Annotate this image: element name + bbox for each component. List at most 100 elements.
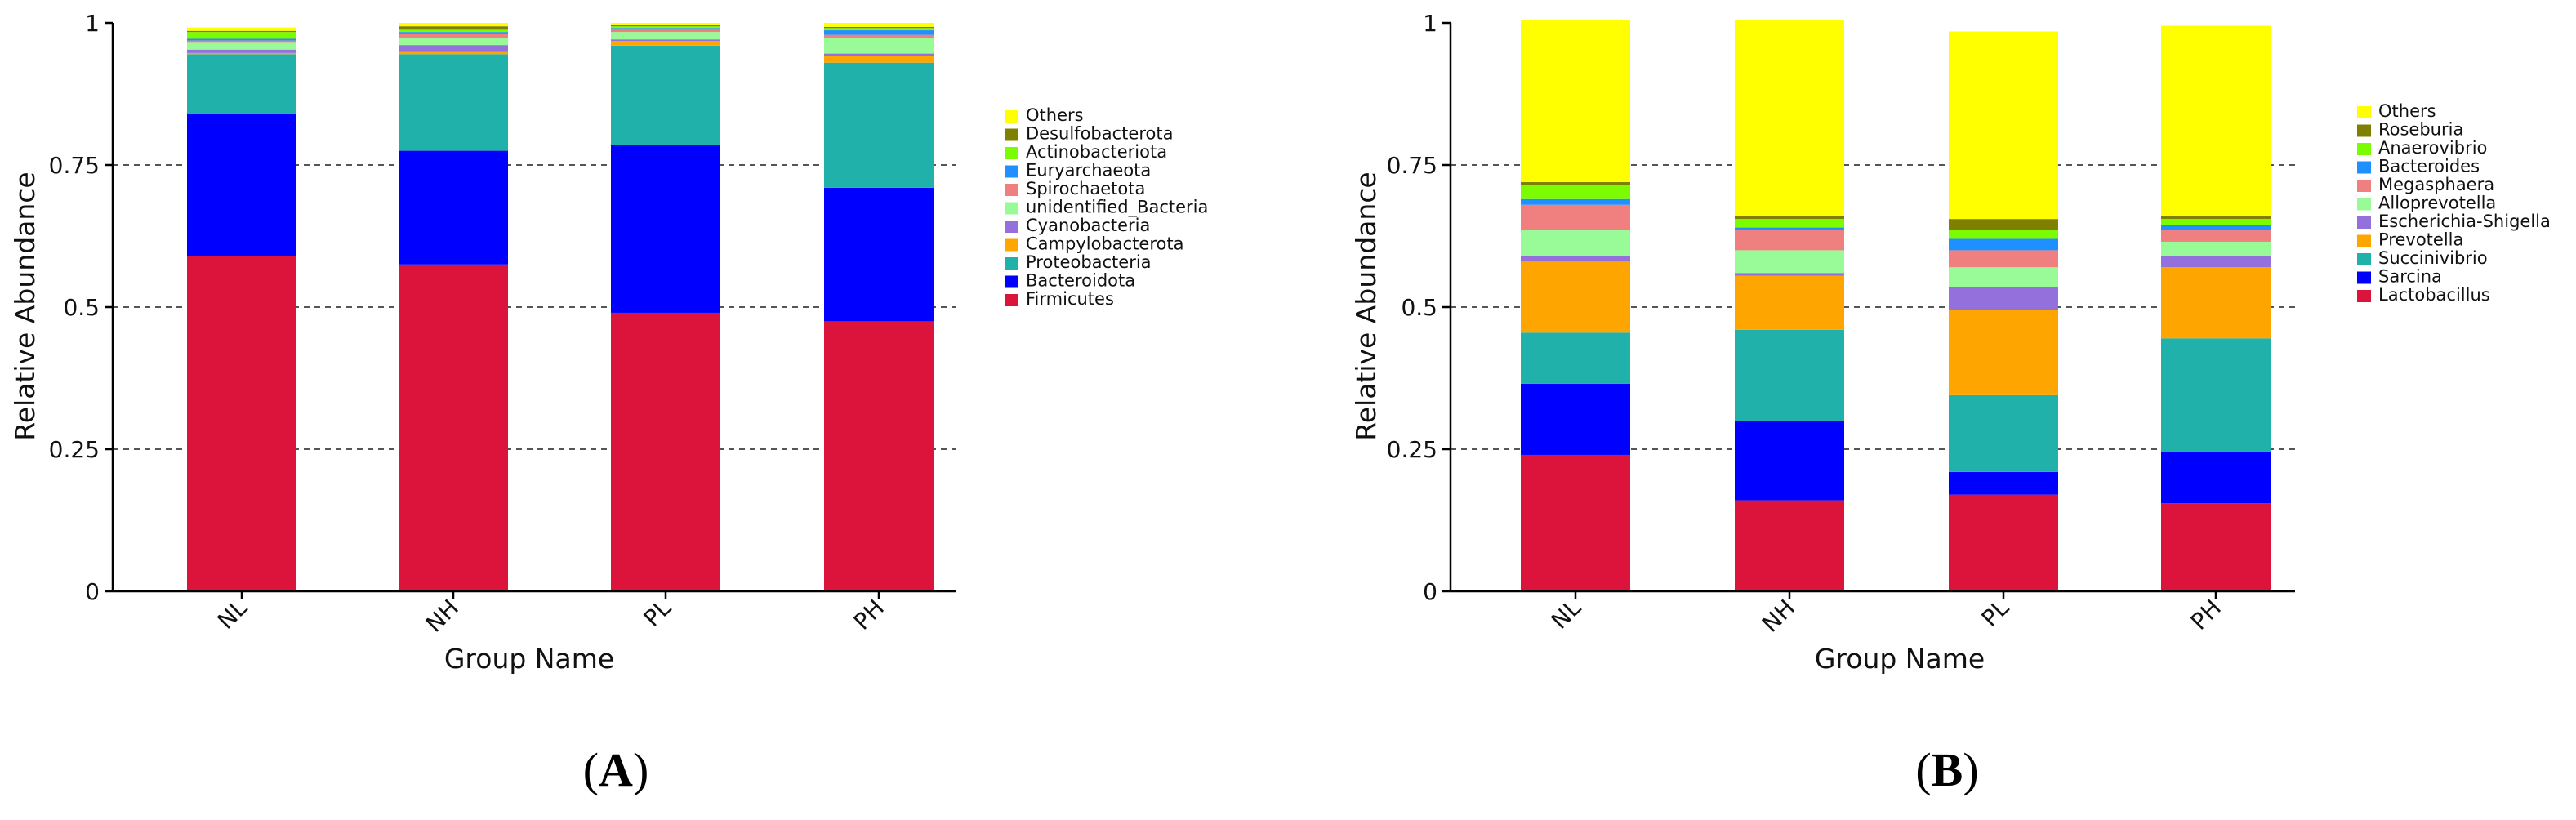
legend-swatch [1005,202,1018,215]
legend-label: Succinivibrio [2378,248,2488,268]
bar-segment-pl-sarcina [1949,471,2058,495]
bar-segment-ph-sarcina [2161,452,2271,504]
bar-segment-nh-desulfobacterota [399,26,508,30]
bar-segment-ph-succinivibrio [2161,338,2271,452]
bar-segment-nl-anaerovibrio [1521,185,1630,199]
bar-segment-pl-lactobacillus [1949,494,2058,591]
chart-panel-a: 0 0.25 0.5 0.75 1 NL NH PL PH Relative Abundanc… [9,10,1208,796]
y-tick-label: 0.5 [63,294,100,321]
legend-label: Prevotella [2378,230,2463,250]
bar-segment-pl-firmicutes [611,312,720,591]
bar-segment-pl-others [1949,31,2058,220]
bar-segment-ph-cyanobacteria [824,53,934,56]
bar-segment-ph-prevotella [2161,267,2271,339]
bar-segment-pl-cyanobacteria [611,39,720,42]
bar-segment-nl-lactobacillus [1521,454,1630,591]
legend-swatch [2357,290,2371,302]
bar-segment-nl-others [1521,20,1630,182]
legend-label: Actinobacteriota [1026,142,1167,162]
bar-segment-ph-bacteroidota [824,187,934,322]
y-axis-label: Relative Abundance [1350,172,1382,440]
bar-segment-nl-proteobacteria [187,54,296,114]
y-tick-label: 1 [1423,10,1437,37]
bar-segment-nl-sarcina [1521,383,1630,455]
legend-label: Campylobacterota [1026,234,1183,254]
legend-swatch [1005,110,1018,123]
bar-segment-ph-euryarchaeota [824,30,934,35]
bar-segment-nh-prevotella [1735,275,1844,330]
bar-segment-pl-euryarchaeota [611,28,720,30]
bar-segment-pl-anaerovibrio [1949,230,2058,239]
bar-segment-pl-unidentified-bacteria [611,32,720,40]
bars-group [1521,20,2271,591]
bars-group [187,23,934,591]
bar-segment-nl-euryarchaeota [187,38,296,41]
bar-segment-pl-bacteroides [1949,238,2058,251]
bar-segment-pl-proteobacteria [611,45,720,145]
bar-segment-nl-unidentified-bacteria [187,42,296,50]
x-tick-label: PH [2186,595,2226,635]
chart-panel-b: 0 0.25 0.5 0.75 1 NL NH PL PH Relative Abundanc… [1350,10,2551,796]
bar-segment-ph-proteobacteria [824,62,934,188]
legend-label: Bacteroidota [1026,271,1135,291]
bar-segment-ph-firmicutes [824,321,934,591]
legend-swatch [1005,165,1018,178]
legend-swatch [2357,124,2371,137]
bar-segment-pl-bacteroidota [611,145,720,313]
bar-segment-nl-actinobacteriota [187,32,296,39]
legend-swatch [1005,221,1018,233]
legend-swatch [2357,161,2371,174]
x-tick-labels: NL NH PL PH [1546,591,2226,638]
legend-label: Bacteroides [2378,157,2480,176]
bar-segment-ph-actinobacteriota [824,28,934,31]
bar-segment-nh-unidentified-bacteria [399,38,508,46]
x-tick-label: NH [1757,595,1800,638]
bar-segment-nh-proteobacteria [399,54,508,151]
x-tick-labels: NL NH PL PH [212,591,889,638]
y-tick-label: 0 [85,578,100,605]
legend-swatch [2357,143,2371,155]
legend-swatch [2357,234,2371,247]
bar-segment-pl-megasphaera [1949,250,2058,268]
bar-segment-ph-others [824,23,934,27]
x-tick-label: PL [1977,594,2015,632]
x-tick-label: NL [1546,594,1586,634]
legend-swatch [2357,180,2371,192]
bar-segment-nh-others [1735,20,1844,216]
legend-swatch [1005,184,1018,196]
legend-label: Spirochaetota [1026,179,1145,198]
panel-label-a: (A) [583,743,649,796]
legend-label: unidentified_Bacteria [1026,198,1208,218]
panel-letter-a: A [599,743,633,796]
x-axis-label: Group Name [444,643,614,675]
panel-label-b: (B) [1915,743,1978,796]
y-tick-label: 0.75 [1387,152,1437,179]
bar-segment-nl-megasphaera [1521,204,1630,231]
bar-segment-ph-campylobacterota [824,56,934,63]
legend-swatch [2357,253,2371,265]
bar-segment-ph-roseburia [2161,216,2271,220]
legend-swatch [2357,106,2371,118]
legend-label: Roseburia [2378,120,2463,140]
legend-label: Megasphaera [2378,175,2494,194]
legend: OthersRoseburiaAnaerovibrioBacteroidesMe… [2357,101,2551,305]
bar-segment-ph-unidentified-bacteria [824,38,934,54]
bar-segment-ph-alloprevotella [2161,241,2271,256]
bar-segment-nl-desulfobacterota [187,30,296,33]
bar-segment-ph-escherichia-shigella [2161,256,2271,268]
bar-segment-ph-megasphaera [2161,230,2271,242]
bar-segment-nh-bacteroidota [399,150,508,265]
y-tick-labels: 0 0.25 0.5 0.75 1 [49,10,113,605]
x-tick-label: NH [421,595,464,638]
bar-segment-pl-prevotella [1949,310,2058,395]
x-axis-label: Group Name [1815,643,1985,675]
panel-letter-b: B [1932,743,1963,796]
y-axis-label: Relative Abundance [9,172,41,440]
bar-segment-pl-succinivibrio [1949,394,2058,472]
legend-swatch [1005,257,1018,270]
bar-segment-pl-roseburia [1949,219,2058,231]
y-tick-label: 0 [1423,578,1437,605]
bar-segment-nh-others [399,23,508,27]
bar-segment-ph-anaerovibrio [2161,219,2271,225]
